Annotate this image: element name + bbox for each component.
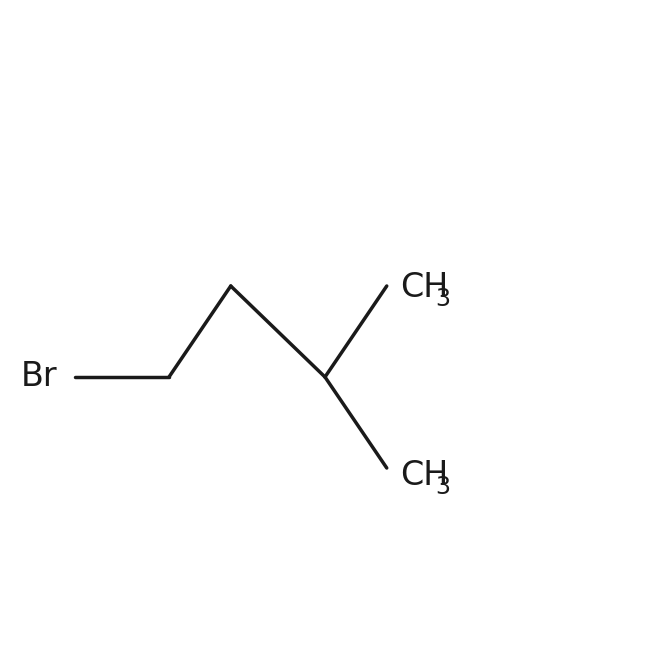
Text: 3: 3 (436, 476, 450, 499)
Text: CH: CH (400, 271, 448, 304)
Text: 3: 3 (436, 287, 450, 311)
Text: CH: CH (400, 460, 448, 492)
Text: Br: Br (21, 361, 57, 393)
